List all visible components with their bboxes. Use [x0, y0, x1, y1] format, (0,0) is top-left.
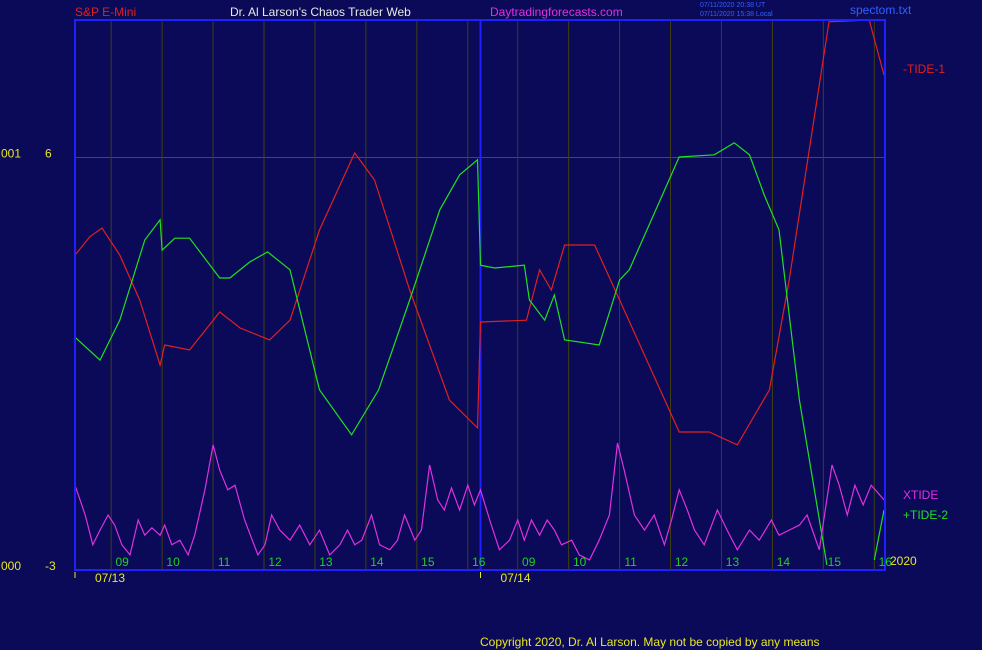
- plot-border: [74, 19, 886, 571]
- legend-label: -TIDE-1: [903, 62, 945, 76]
- series-line: [74, 142, 828, 566]
- x-tick-label: 16: [879, 555, 893, 569]
- grid: [75, 20, 885, 571]
- x-tick-label: 10: [573, 555, 587, 569]
- x-tick-label: 15: [828, 555, 842, 569]
- year: 2020: [890, 554, 917, 568]
- x-tick-label: 10: [166, 555, 180, 569]
- timestamp: 07/11/2020 20:38 UT: [700, 2, 766, 9]
- x-tick-label: 14: [777, 555, 791, 569]
- x-tick-label: 13: [726, 555, 740, 569]
- copyright: Copyright 2020, Dr. Al Larson. May not b…: [480, 635, 820, 649]
- timestamp: 07/11/2020 15:38 Local: [700, 11, 773, 18]
- x-tick-label: 09: [522, 555, 536, 569]
- instrument: S&P E-Mini: [75, 5, 136, 19]
- legend-label: +TIDE-2: [903, 508, 948, 522]
- chart-title: Dr. Al Larson's Chaos Trader Web: [230, 5, 411, 19]
- legend-label: XTIDE: [903, 488, 938, 502]
- series-line: [74, 19, 885, 446]
- site: Daytradingforecasts.com: [490, 5, 623, 19]
- date-label: 07/13: [95, 571, 125, 585]
- date-label: 07/14: [501, 571, 531, 585]
- lines: [74, 19, 885, 566]
- x-tick-label: 16: [472, 555, 486, 569]
- file-name: spectom.txt: [850, 3, 912, 17]
- x-tick-label: 14: [370, 555, 384, 569]
- y-side-label: 001: [1, 147, 21, 161]
- x-tick-label: 11: [624, 555, 637, 569]
- x-tick-label: 12: [268, 555, 282, 569]
- y-tick-label: -3: [45, 559, 56, 573]
- x-tick-label: 15: [421, 555, 435, 569]
- x-tick-label: 09: [115, 555, 129, 569]
- x-tick-label: 12: [675, 555, 689, 569]
- y-side-label: 000: [1, 559, 21, 573]
- x-tick-label: 11: [218, 555, 231, 569]
- x-tick-label: 13: [319, 555, 333, 569]
- y-tick-label: 6: [45, 147, 52, 161]
- series-line: [873, 509, 885, 561]
- series-line: [74, 442, 885, 561]
